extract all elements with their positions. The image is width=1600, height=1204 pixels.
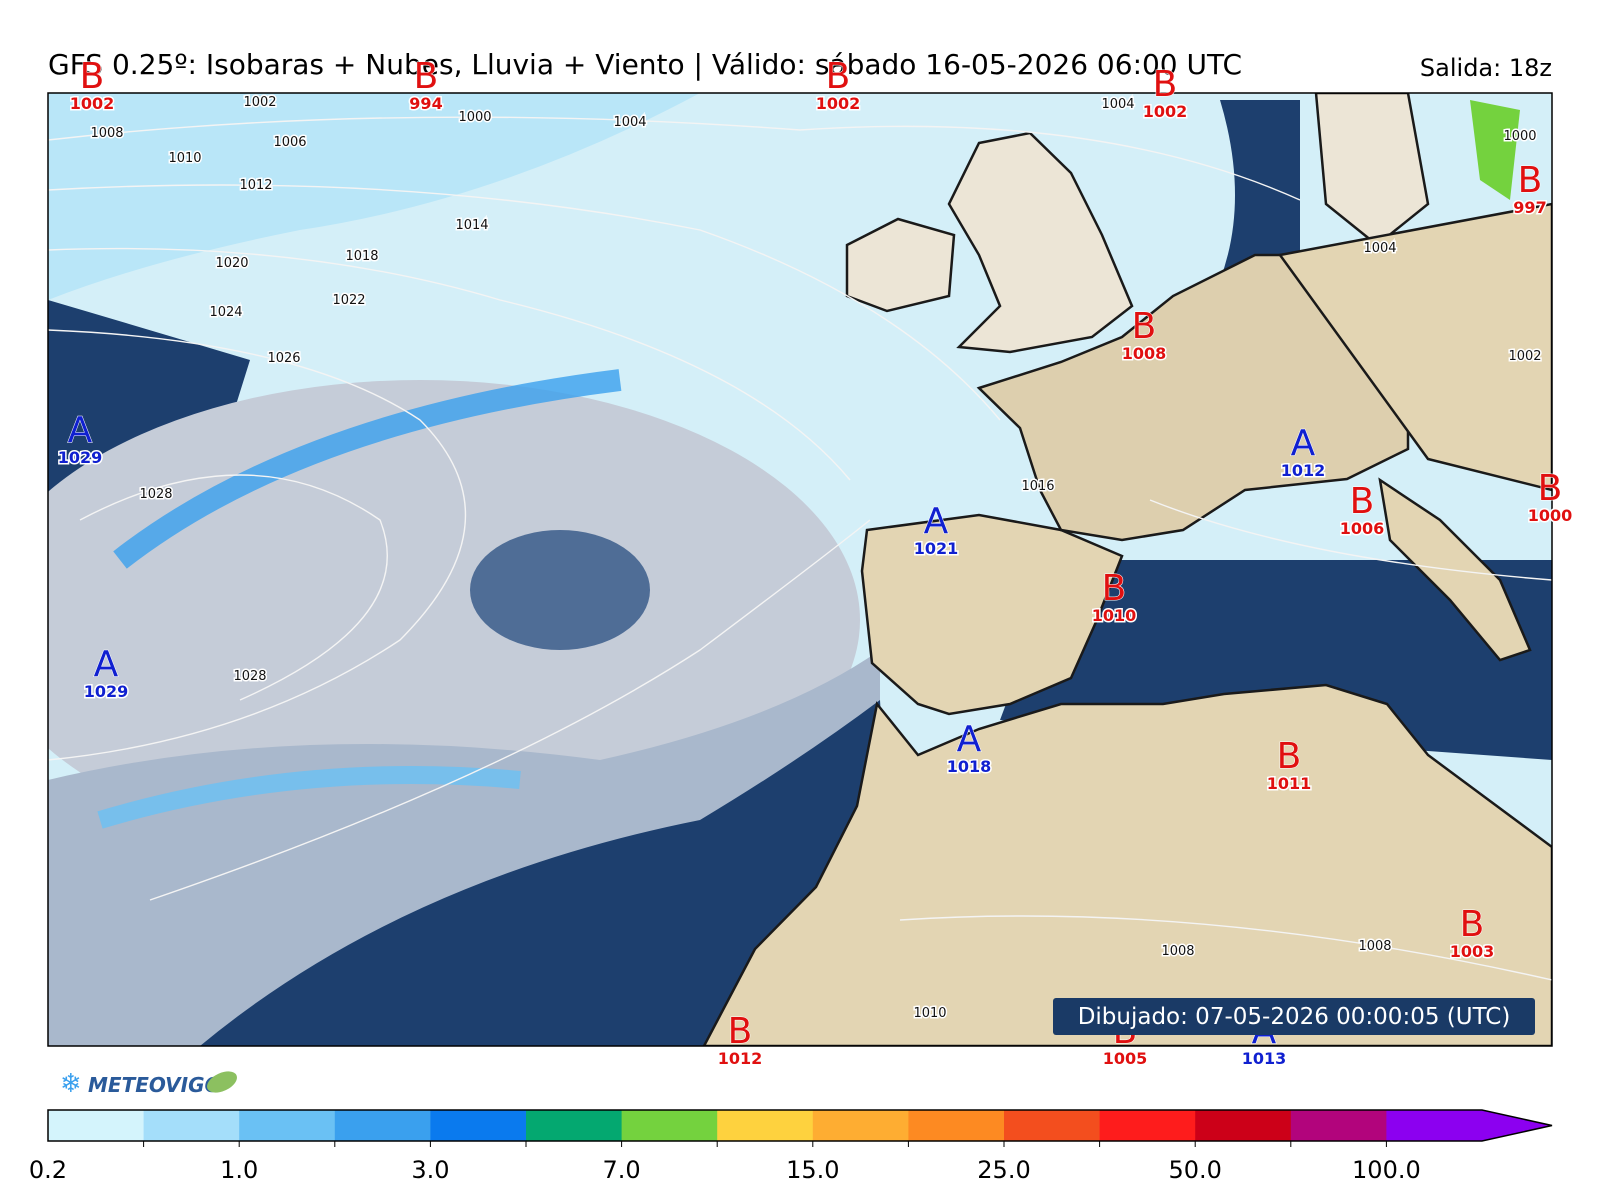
center-letter: B — [1538, 468, 1563, 509]
center-value: 1029 — [58, 448, 103, 467]
center-value: 1011 — [1267, 774, 1312, 793]
center-value: 1000 — [1528, 506, 1573, 525]
isobar-label: 1000 — [458, 110, 491, 125]
isobar-label: 1010 — [913, 1006, 946, 1021]
isobar-labels: 1002 1000 1004 1008 1006 1010 1012 1014 1018 1020… — [89, 94, 1543, 1023]
center-value: 1002 — [816, 94, 861, 113]
colorbar-label: 1.0 — [220, 1156, 258, 1184]
center-letter: B — [1102, 568, 1127, 609]
center-letter: A — [1291, 423, 1316, 464]
isobar-label: 1008 — [90, 126, 123, 141]
center-letter: B — [1460, 904, 1485, 945]
center-letter: B — [1277, 736, 1302, 777]
colorbar-swatch — [239, 1110, 336, 1141]
map: 1002 1000 1004 1008 1006 1010 1012 1014 1018 1020… — [48, 93, 1552, 1046]
center-letter: B — [1518, 160, 1543, 201]
isobar-label: 1014 — [455, 218, 488, 233]
center-value: 1008 — [1122, 344, 1167, 363]
logo-icon: ❄ — [60, 1069, 82, 1099]
colorbar-swatch — [526, 1110, 623, 1141]
colorbar-swatch — [1004, 1110, 1101, 1141]
colorbar-swatch — [1290, 1110, 1387, 1141]
center-letter: B — [80, 56, 105, 97]
center-value: 997 — [1513, 198, 1546, 217]
center-value: 1010 — [1092, 606, 1137, 625]
center-value: 1005 — [1103, 1049, 1148, 1068]
center-value: 1021 — [914, 539, 959, 558]
center-letter: A — [94, 644, 119, 685]
center-letter: A — [957, 719, 982, 760]
isobar-label: 1008 — [1161, 944, 1194, 959]
center-letter: B — [826, 56, 851, 97]
center-letter: B — [1350, 481, 1375, 522]
isobar-label: 1008 — [1358, 939, 1391, 954]
colorbar-label: 100.0 — [1352, 1156, 1421, 1184]
colorbar-label: 50.0 — [1168, 1156, 1221, 1184]
isobar-label: 1002 — [243, 95, 276, 110]
center-letter: B — [1153, 64, 1178, 105]
colorbar-swatch — [334, 1110, 431, 1141]
isobar-label: 1006 — [273, 135, 306, 150]
colorbar: 0.2 1.0 3.0 7.0 15.0 25.0 50.0 100.0 — [29, 1109, 1553, 1184]
colorbar-swatch — [621, 1110, 718, 1141]
colorbar-swatch — [143, 1110, 240, 1141]
colorbar-label: 7.0 — [603, 1156, 641, 1184]
colorbar-swatch — [48, 1110, 145, 1141]
logo-leaf — [207, 1071, 237, 1093]
colorbar-frame — [47, 1109, 1553, 1142]
isobar-label: 1016 — [1021, 479, 1054, 494]
drawn-time: Dibujado: 07-05-2026 00:00:05 (UTC) — [1078, 1004, 1511, 1030]
isobar-label: 1028 — [139, 487, 172, 502]
center-letter: A — [68, 410, 93, 451]
colorbar-swatch — [430, 1110, 527, 1141]
center-letter: B — [414, 56, 439, 97]
colorbar-label: 15.0 — [786, 1156, 839, 1184]
isobar-label: 1004 — [613, 115, 646, 130]
center-value: 1018 — [947, 757, 992, 776]
colorbar-swatch — [1386, 1110, 1483, 1141]
colorbar-swatch — [908, 1110, 1005, 1141]
center-value: 1002 — [1143, 102, 1188, 121]
title: GFS 0.25º: Isobaras + Nubes, Lluvia + Vi… — [48, 48, 1242, 81]
isobar-label: 1022 — [332, 293, 365, 308]
colorbar-swatch — [1099, 1110, 1196, 1141]
isobar-label: 1026 — [267, 351, 300, 366]
isobar-label: 1004 — [1363, 241, 1396, 256]
center-value: 1012 — [1281, 461, 1326, 480]
isobar-label: 1000 — [1503, 129, 1536, 144]
run: Salida: 18z — [1420, 54, 1552, 82]
colorbar-swatch — [717, 1110, 814, 1141]
isobar-label: 1020 — [215, 256, 248, 271]
colorbar-swatch — [1195, 1110, 1292, 1141]
drawn-box — [1053, 998, 1535, 1035]
isobars — [48, 116, 1552, 981]
colorbar-swatch — [812, 1110, 909, 1141]
center-letter: B — [1132, 306, 1157, 347]
center-value: 1029 — [84, 682, 129, 701]
isobar-label: 1028 — [233, 669, 266, 684]
colorbar-extend — [1482, 1110, 1552, 1141]
colorbar-label: 0.2 — [29, 1156, 67, 1184]
center-letter: B — [728, 1011, 753, 1052]
isobar-label: 1004 — [1101, 97, 1134, 112]
center-value: 1006 — [1340, 519, 1385, 538]
center-value: 1002 — [70, 94, 115, 113]
isobar-label: 1012 — [239, 178, 272, 193]
isobar-label: 1018 — [345, 249, 378, 264]
map-frame — [47, 92, 1553, 1047]
colorbar-label: 25.0 — [977, 1156, 1030, 1184]
center-value: 994 — [409, 94, 442, 113]
center-value: 1003 — [1450, 942, 1495, 961]
isobar-label: 1002 — [1508, 349, 1541, 364]
isobar-label: 1024 — [209, 305, 242, 320]
logo: METEOVIGO — [88, 1073, 222, 1097]
center-value: 1012 — [718, 1049, 763, 1068]
land — [702, 93, 1552, 1046]
center-value: 1013 — [1242, 1049, 1287, 1068]
isobar-label: 1010 — [168, 151, 201, 166]
colorbar-label: 3.0 — [411, 1156, 449, 1184]
center-letter: A — [924, 501, 949, 542]
